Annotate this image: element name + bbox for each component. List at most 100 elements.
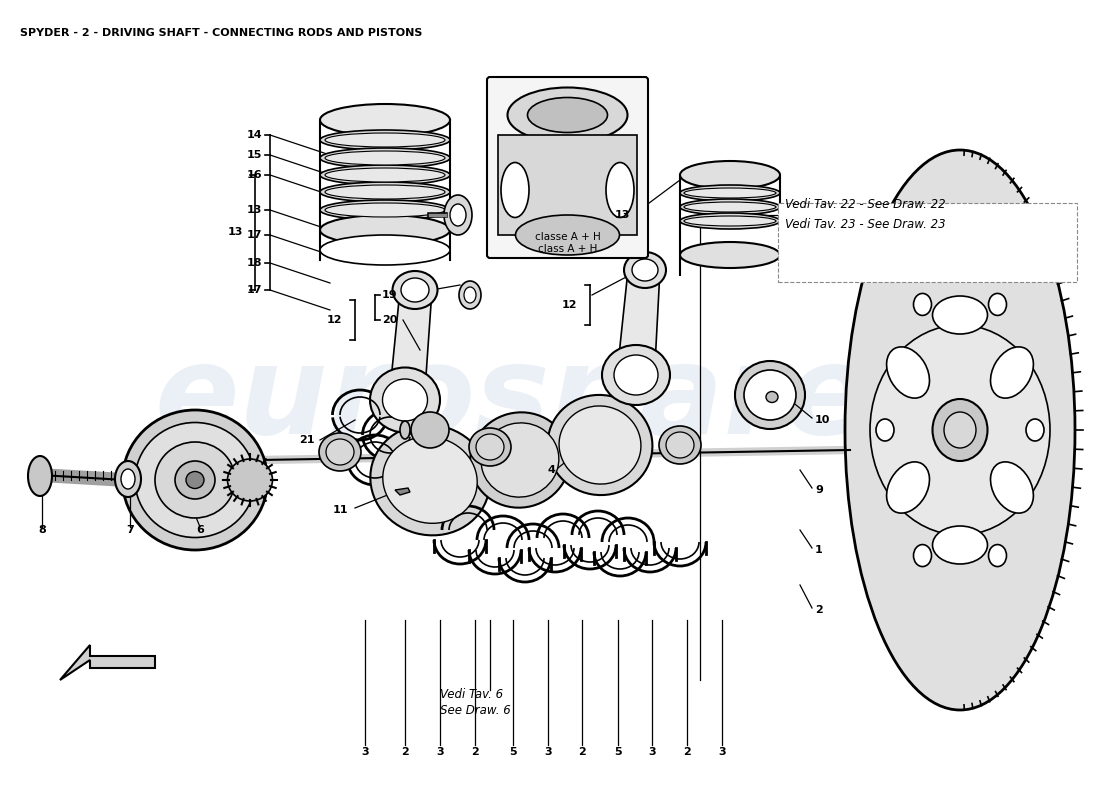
Ellipse shape (383, 379, 428, 421)
Ellipse shape (684, 188, 776, 198)
Ellipse shape (606, 162, 634, 218)
Text: SPYDER - 2 - DRIVING SHAFT - CONNECTING RODS AND PISTONS: SPYDER - 2 - DRIVING SHAFT - CONNECTING … (20, 28, 422, 38)
Ellipse shape (624, 252, 666, 288)
Text: 15: 15 (246, 150, 262, 160)
Ellipse shape (320, 148, 450, 168)
Ellipse shape (402, 278, 429, 302)
Text: 7: 7 (126, 525, 134, 535)
Ellipse shape (913, 545, 932, 566)
Ellipse shape (1026, 419, 1044, 441)
Ellipse shape (320, 235, 450, 265)
Ellipse shape (324, 168, 446, 182)
Ellipse shape (933, 399, 988, 461)
Ellipse shape (870, 325, 1050, 535)
Text: 19: 19 (382, 290, 397, 300)
Ellipse shape (320, 200, 450, 220)
Ellipse shape (684, 202, 776, 212)
Polygon shape (390, 290, 432, 390)
Text: 2: 2 (579, 747, 586, 757)
Ellipse shape (845, 150, 1075, 710)
Ellipse shape (680, 242, 780, 268)
FancyBboxPatch shape (487, 77, 648, 258)
Ellipse shape (507, 87, 627, 142)
Text: 5: 5 (614, 747, 622, 757)
Text: 3: 3 (437, 747, 443, 757)
Ellipse shape (933, 296, 988, 334)
Ellipse shape (989, 545, 1006, 566)
Ellipse shape (470, 412, 570, 508)
Text: 17: 17 (246, 230, 262, 240)
Ellipse shape (876, 419, 894, 441)
Text: class A + H: class A + H (538, 244, 597, 254)
Text: eurospares: eurospares (155, 339, 945, 461)
Ellipse shape (933, 526, 988, 564)
Text: 13: 13 (228, 227, 243, 237)
Ellipse shape (121, 469, 135, 489)
Text: 14: 14 (246, 130, 262, 140)
Ellipse shape (186, 471, 204, 489)
Ellipse shape (989, 294, 1006, 315)
Ellipse shape (476, 434, 504, 460)
Ellipse shape (320, 182, 450, 202)
Text: 17: 17 (246, 285, 262, 295)
Ellipse shape (548, 395, 652, 495)
Text: Vedi Tav. 22 - See Draw. 22: Vedi Tav. 22 - See Draw. 22 (785, 198, 946, 211)
Text: 12: 12 (561, 300, 578, 310)
Ellipse shape (559, 406, 641, 484)
Text: classe A + H: classe A + H (535, 232, 601, 242)
Ellipse shape (990, 462, 1033, 513)
Polygon shape (618, 270, 660, 365)
Ellipse shape (326, 439, 354, 465)
Ellipse shape (324, 185, 446, 199)
Ellipse shape (913, 294, 932, 315)
Ellipse shape (680, 213, 780, 229)
Ellipse shape (228, 459, 273, 501)
Ellipse shape (135, 422, 255, 538)
Text: See Draw. 6: See Draw. 6 (440, 703, 510, 717)
Ellipse shape (324, 203, 446, 217)
Ellipse shape (320, 130, 450, 150)
Ellipse shape (469, 428, 512, 466)
Ellipse shape (614, 355, 658, 395)
Text: Vedi Tav. 23 - See Draw. 23: Vedi Tav. 23 - See Draw. 23 (785, 218, 946, 231)
Ellipse shape (944, 412, 976, 448)
Ellipse shape (459, 281, 481, 309)
Ellipse shape (324, 133, 446, 147)
Ellipse shape (411, 412, 449, 448)
Ellipse shape (371, 425, 490, 535)
Ellipse shape (400, 421, 410, 439)
Text: 20: 20 (382, 315, 397, 325)
Ellipse shape (122, 410, 267, 550)
Text: 2: 2 (815, 605, 823, 615)
Ellipse shape (464, 287, 476, 303)
Ellipse shape (155, 442, 235, 518)
Text: 12: 12 (327, 315, 342, 325)
Polygon shape (395, 488, 410, 495)
Ellipse shape (602, 345, 670, 405)
Ellipse shape (28, 456, 52, 496)
Ellipse shape (320, 165, 450, 185)
Text: 2: 2 (471, 747, 478, 757)
Text: 3: 3 (718, 747, 726, 757)
Ellipse shape (680, 185, 780, 201)
Ellipse shape (320, 215, 450, 245)
Ellipse shape (632, 259, 658, 281)
Ellipse shape (735, 361, 805, 429)
Text: Vedi Tav. 6: Vedi Tav. 6 (440, 689, 503, 702)
Text: 2: 2 (402, 747, 409, 757)
Ellipse shape (319, 433, 361, 471)
Text: 6: 6 (196, 525, 204, 535)
Ellipse shape (370, 367, 440, 433)
Text: 11: 11 (332, 505, 348, 515)
Text: 18: 18 (246, 258, 262, 268)
Text: 3: 3 (544, 747, 552, 757)
Text: 4: 4 (547, 465, 556, 475)
Ellipse shape (500, 162, 529, 218)
Ellipse shape (887, 462, 929, 513)
Text: 16: 16 (246, 170, 262, 180)
Ellipse shape (324, 151, 446, 165)
Ellipse shape (666, 432, 694, 458)
FancyBboxPatch shape (778, 203, 1077, 282)
Ellipse shape (393, 271, 438, 309)
Text: 9: 9 (815, 485, 823, 495)
